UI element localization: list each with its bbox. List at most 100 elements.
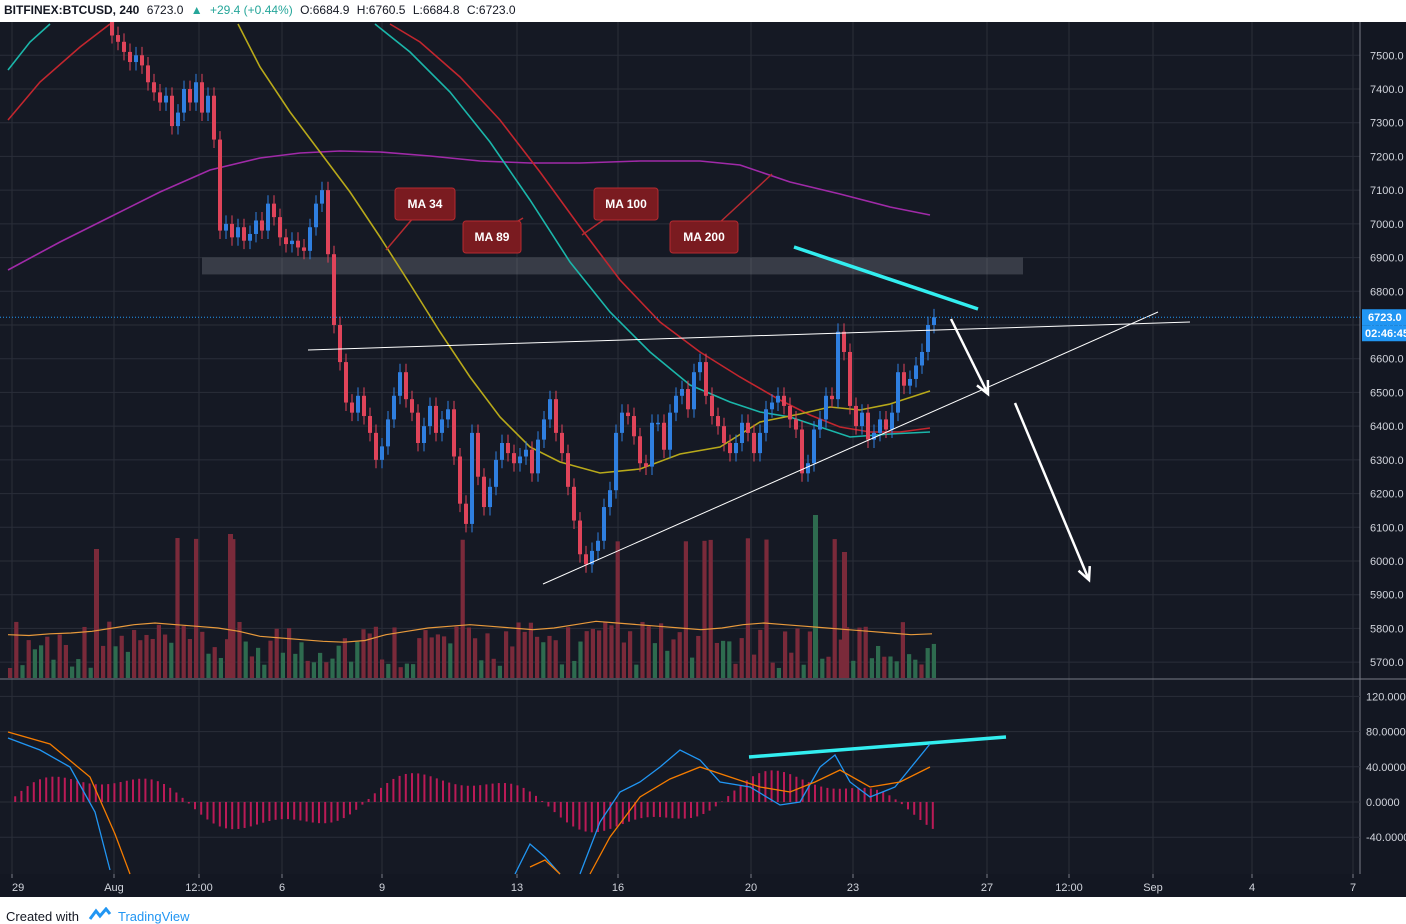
volume-bar xyxy=(262,664,267,678)
volume-bar xyxy=(727,641,732,678)
volume-bar xyxy=(20,665,25,678)
candle-body xyxy=(188,89,192,103)
volume-bar xyxy=(225,639,230,678)
volume-bar xyxy=(435,634,440,678)
time-tick-label: 9 xyxy=(379,882,385,894)
macd-histogram-bar xyxy=(361,802,364,805)
candle-body xyxy=(716,416,720,427)
macd-histogram-bar xyxy=(125,780,128,802)
volume-bar xyxy=(795,628,800,678)
volume-bar xyxy=(640,621,645,678)
time-tick-label: 7 xyxy=(1350,882,1356,894)
candle-body xyxy=(230,223,234,238)
candle-body xyxy=(236,227,240,238)
candle-body xyxy=(854,405,858,427)
candle-body xyxy=(374,432,378,460)
macd-histogram-bar xyxy=(156,781,159,802)
macd-histogram-bar xyxy=(820,786,823,802)
candle-body xyxy=(500,443,504,460)
price-tick-label: 7000.0 xyxy=(1370,219,1404,231)
candle-body xyxy=(566,453,570,487)
candle-body xyxy=(326,190,330,255)
volume-bar xyxy=(931,643,936,678)
volume-bar xyxy=(231,539,236,678)
candle-body xyxy=(662,422,666,450)
macd-histogram-bar xyxy=(913,802,916,815)
macd-histogram-bar xyxy=(615,802,618,827)
macd-histogram-bar xyxy=(94,784,97,802)
volume-bar xyxy=(187,639,192,678)
candle-body xyxy=(602,507,606,541)
candle-body xyxy=(884,419,888,430)
candle-body xyxy=(452,409,456,457)
macd-histogram-bar xyxy=(231,802,234,830)
macd-histogram-bar xyxy=(869,788,872,802)
candle-body xyxy=(572,486,576,521)
created-with-label: Created with xyxy=(6,909,79,924)
volume-bar xyxy=(789,652,794,678)
macd-histogram-bar xyxy=(311,802,314,823)
macd-line xyxy=(579,743,931,875)
macd-histogram-bar xyxy=(739,785,742,802)
macd-tick-label: 80.0000 xyxy=(1366,727,1406,739)
macd-histogram-bar xyxy=(442,780,444,802)
candle-body xyxy=(122,41,126,52)
countdown-tag xyxy=(1362,325,1406,342)
candle-body xyxy=(668,412,672,450)
volume-bar xyxy=(863,626,868,678)
volume-bar xyxy=(417,638,422,678)
candle-body xyxy=(488,486,492,508)
macd-histogram-bar xyxy=(528,791,531,802)
macd-histogram-bar xyxy=(373,793,376,802)
candle-body xyxy=(926,325,930,352)
candle-body xyxy=(686,389,690,410)
volume-bar xyxy=(88,667,93,678)
ma89-label-box xyxy=(462,220,522,254)
candle-body xyxy=(464,503,468,524)
macd-histogram-bar xyxy=(435,778,438,802)
candle-body xyxy=(656,422,660,425)
macd-histogram-bar xyxy=(659,802,661,818)
price-tick-label: 7400.0 xyxy=(1370,84,1404,96)
macd-histogram-bar xyxy=(578,802,581,830)
macd-histogram-bar xyxy=(671,802,674,819)
volume-bar xyxy=(57,634,62,678)
price-chart[interactable]: 7500.0 7400.0 7300.0 7200.0 7100.0 7000.0 6900… xyxy=(0,22,1406,897)
price-trend-line xyxy=(793,245,979,311)
short-arrow-head xyxy=(976,379,990,397)
triangle-top-line xyxy=(307,321,1191,351)
volume-bar xyxy=(355,641,360,678)
macd-histogram-bar xyxy=(324,802,327,824)
candle-body xyxy=(752,432,756,454)
candle-body xyxy=(770,402,774,410)
macd-histogram-bar xyxy=(417,773,420,802)
macd-histogram-bar xyxy=(119,782,122,802)
macd-histogram-bar xyxy=(194,802,196,810)
macd-histogram-bar xyxy=(150,779,153,802)
time-tick-label: 20 xyxy=(745,882,757,894)
volume-bar xyxy=(578,641,583,678)
candle-body xyxy=(446,409,450,420)
macd-histogram-bar xyxy=(646,802,649,818)
macd-histogram-bar xyxy=(70,779,72,802)
macd-histogram-bar xyxy=(225,802,227,829)
tradingview-link[interactable]: TradingView xyxy=(118,909,190,924)
macd-histogram-bar xyxy=(683,802,686,819)
macd-histogram-bar xyxy=(900,802,903,805)
macd-histogram-bar xyxy=(931,802,934,829)
volume-bar xyxy=(101,645,106,678)
volume-bar xyxy=(299,642,304,678)
signal-line-a xyxy=(7,731,131,875)
candle-body xyxy=(776,395,780,403)
candle-body xyxy=(536,439,540,474)
volume-bar xyxy=(138,640,143,678)
volume-bar xyxy=(448,643,453,678)
volume-bar xyxy=(504,631,509,678)
macd-histogram-bar xyxy=(212,802,215,824)
candle-body xyxy=(320,190,324,204)
price-tick-label: 6100.0 xyxy=(1370,522,1404,534)
volume-bar xyxy=(429,637,434,678)
ma89-line-a xyxy=(7,23,51,71)
volume-bar xyxy=(702,540,707,678)
volume-bar xyxy=(603,621,608,678)
